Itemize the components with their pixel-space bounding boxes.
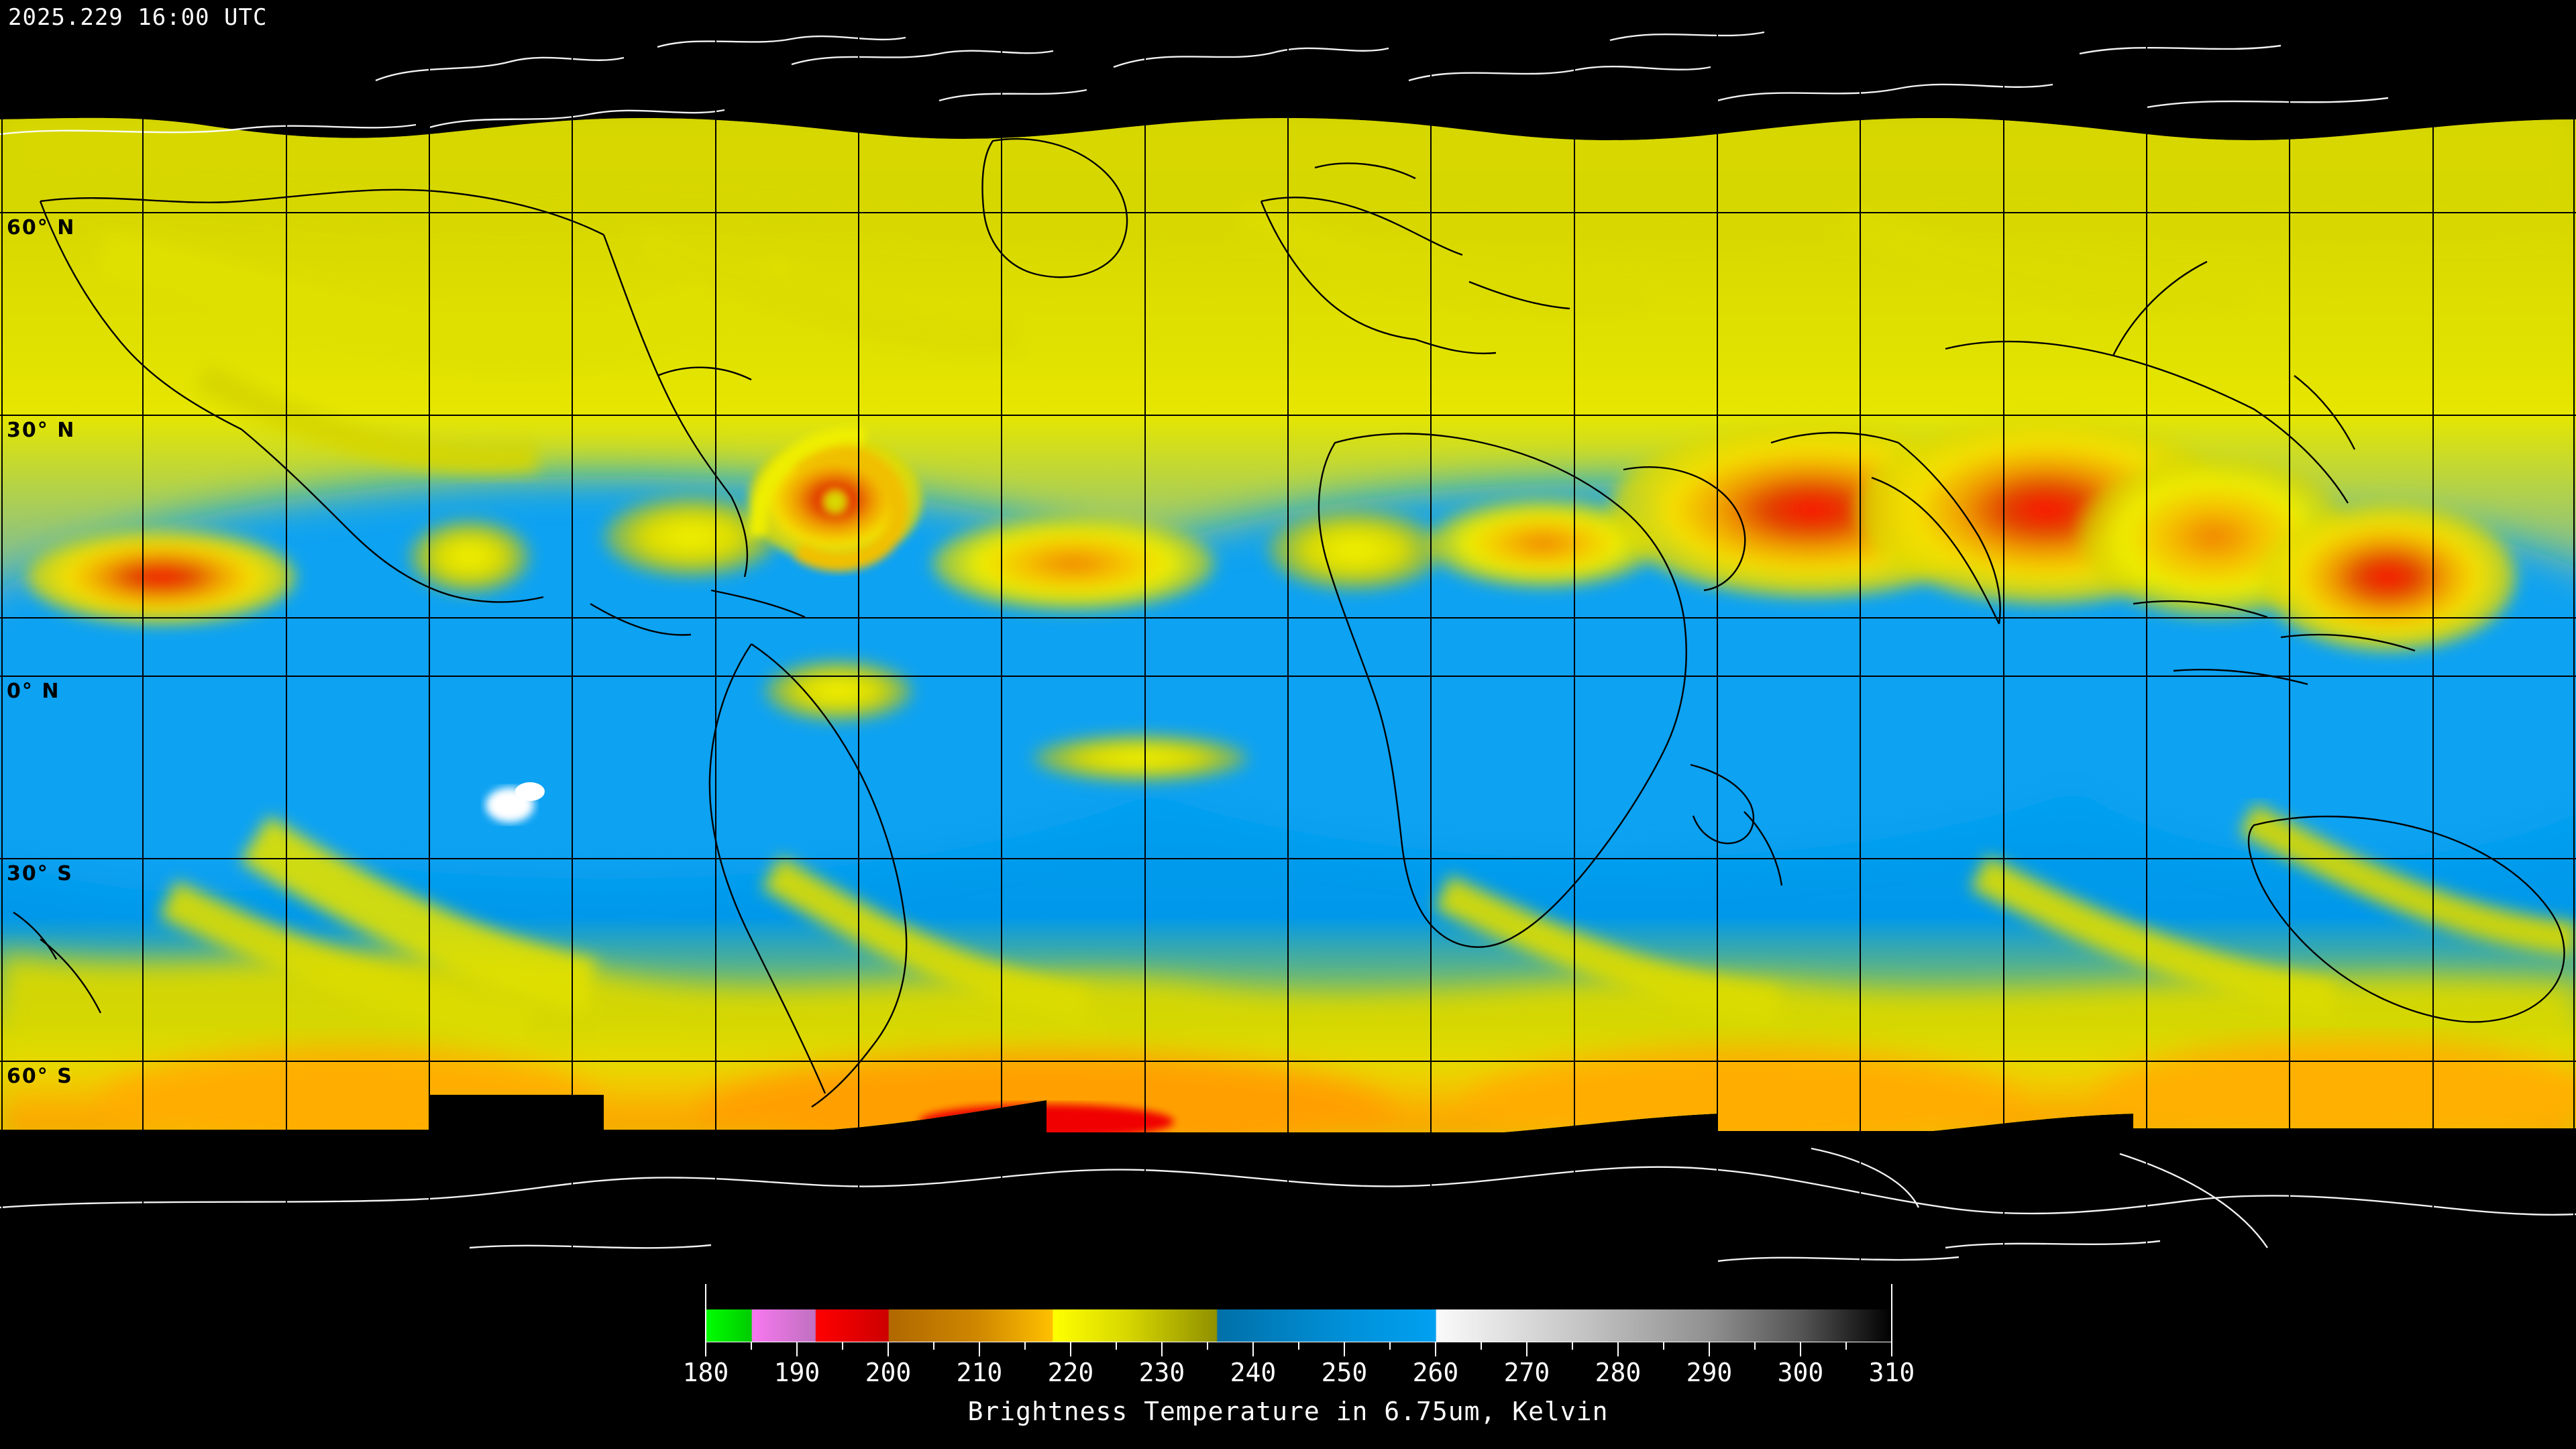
colorbar-label-270: 270 [1503, 1358, 1550, 1387]
major-tick-280 [1617, 1342, 1619, 1356]
colorbar-label-200: 200 [865, 1358, 912, 1387]
major-tick-200 [888, 1342, 889, 1356]
minor-tick-185 [751, 1342, 752, 1350]
lat-label-0n: 0° N [7, 680, 60, 703]
graticule [0, 0, 2576, 1275]
global-satellite-map[interactable]: 60° N 30° N 0° N 30° S 60° S [0, 0, 2576, 1275]
minor-tick-265 [1481, 1342, 1482, 1350]
minor-tick-305 [1845, 1342, 1847, 1350]
colorbar-label-180: 180 [682, 1358, 729, 1387]
colorbar-label-310: 310 [1868, 1358, 1915, 1387]
minor-tick-225 [1116, 1342, 1117, 1350]
colorbar-label-210: 210 [956, 1358, 1003, 1387]
colorbar-caption: Brightness Temperature in 6.75um, Kelvin [967, 1397, 1609, 1426]
minor-tick-245 [1298, 1342, 1299, 1350]
colorbar-label-280: 280 [1595, 1358, 1642, 1387]
major-tick-300 [1800, 1342, 1801, 1356]
tropical-cyclone-feature [748, 427, 922, 572]
colorbar-label-250: 250 [1321, 1358, 1368, 1387]
minor-tick-255 [1389, 1342, 1391, 1350]
major-tick-190 [796, 1342, 798, 1356]
colorbar-end-left [705, 1284, 706, 1356]
colorbar-label-260: 260 [1412, 1358, 1459, 1387]
major-tick-240 [1252, 1342, 1254, 1356]
colorbar-end-right [1891, 1284, 1892, 1356]
colorbar-label-240: 240 [1230, 1358, 1277, 1387]
major-tick-210 [979, 1342, 980, 1356]
colorbar-region: 180 190 200 210 220 230 240 250 260 270 280 290 300 3… [0, 1275, 2576, 1449]
lat-label-60s: 60° S [7, 1065, 73, 1088]
timestamp-label: 2025.229 16:00 UTC [8, 4, 268, 31]
minor-tick-195 [842, 1342, 843, 1350]
map-canvas [0, 0, 2576, 1275]
lat-label-30n: 30° N [7, 419, 76, 442]
minor-tick-205 [933, 1342, 934, 1350]
minor-tick-215 [1024, 1342, 1026, 1350]
overshooting-top-feature [486, 782, 545, 822]
minor-tick-275 [1572, 1342, 1573, 1350]
meridians [1, 0, 2575, 1275]
major-tick-270 [1526, 1342, 1527, 1356]
minor-tick-295 [1754, 1342, 1756, 1350]
coastlines-inside-coverage [13, 138, 2565, 1108]
colorbar-label-190: 190 [773, 1358, 820, 1387]
colorbar-gradient [706, 1309, 1892, 1342]
colorbar-label-230: 230 [1138, 1358, 1185, 1387]
colorbar-label-300: 300 [1777, 1358, 1824, 1387]
minor-tick-235 [1207, 1342, 1208, 1350]
minor-tick-285 [1663, 1342, 1664, 1350]
major-tick-260 [1435, 1342, 1436, 1356]
lat-label-30s: 30° S [7, 862, 73, 885]
major-tick-230 [1161, 1342, 1163, 1356]
colorbar-label-290: 290 [1686, 1358, 1733, 1387]
colorbar-label-220: 220 [1047, 1358, 1094, 1387]
major-tick-290 [1709, 1342, 1710, 1356]
major-tick-250 [1344, 1342, 1345, 1356]
lat-label-60n: 60° N [7, 216, 76, 239]
coastlines-outside-coverage [0, 31, 2576, 1263]
major-tick-220 [1070, 1342, 1071, 1356]
